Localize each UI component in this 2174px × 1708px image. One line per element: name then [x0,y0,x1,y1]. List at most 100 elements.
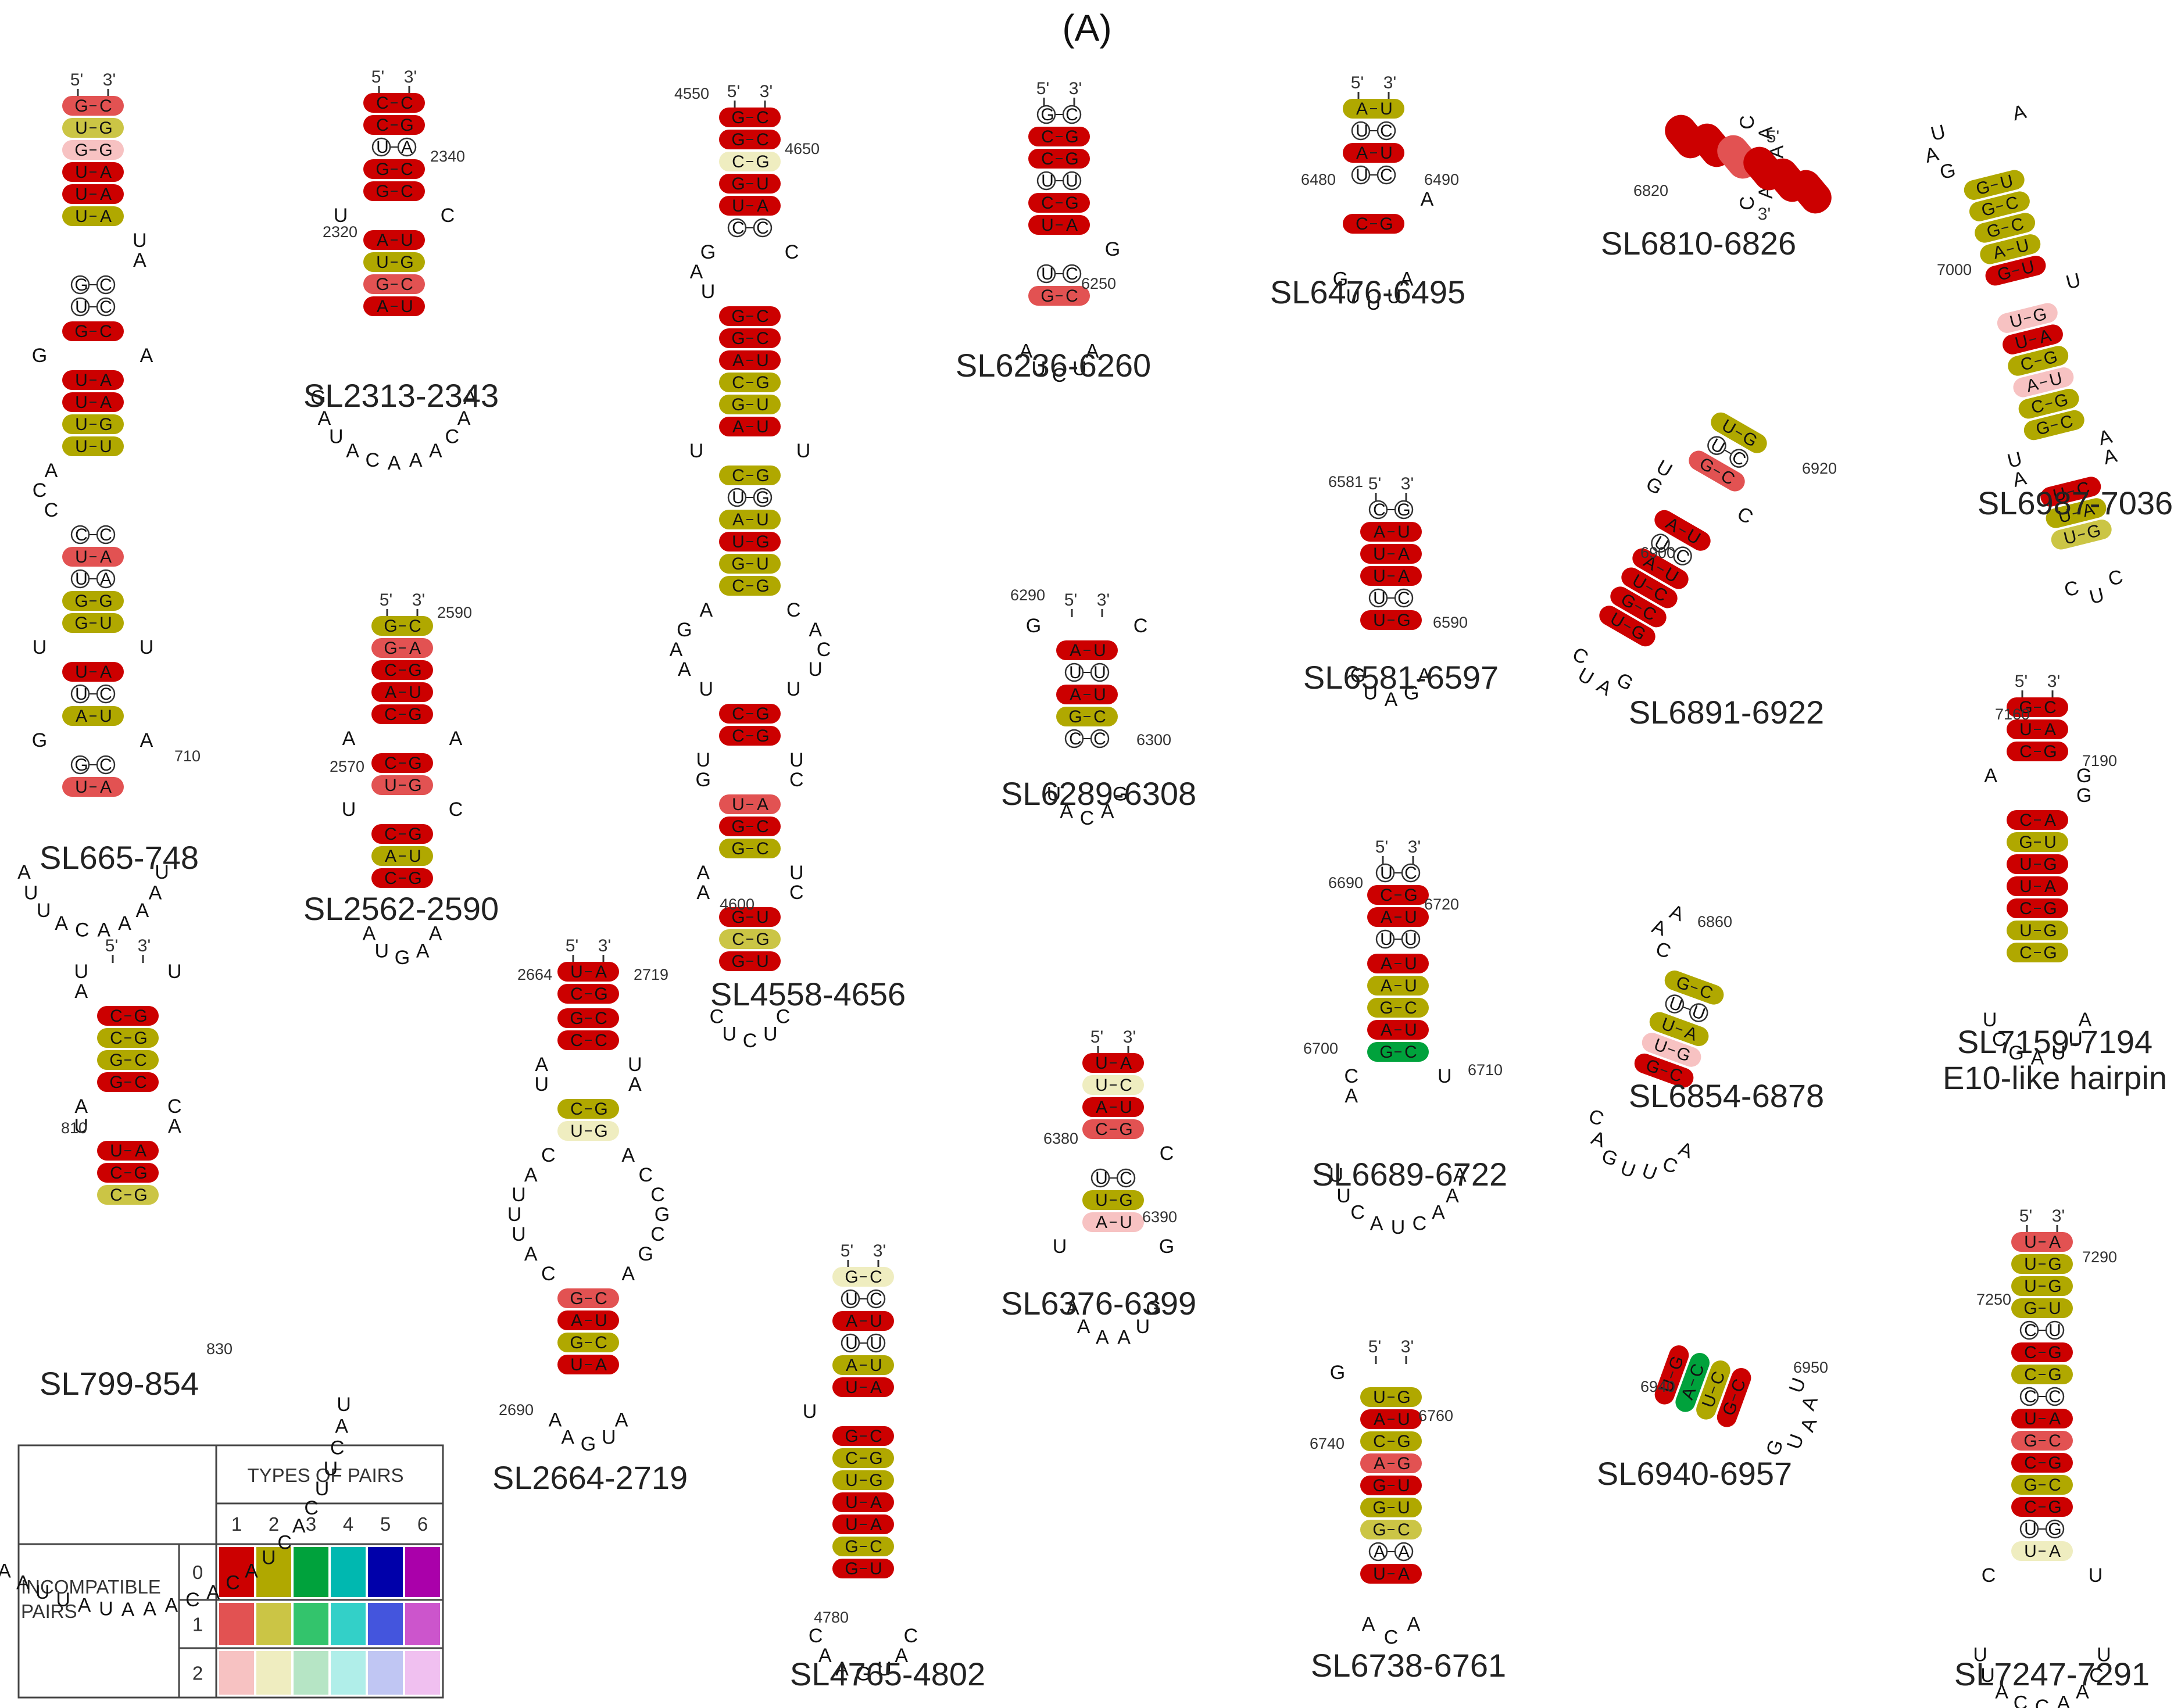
base-pair-left: C [1041,194,1054,213]
unpaired-base-circle [841,1289,860,1309]
base-pair-left: A [1374,1410,1385,1429]
unpaired-base-circle [1376,121,1396,141]
unpaired-base-circle [1368,500,1388,520]
base-pair-left: U [1095,1054,1108,1073]
position-number: 2719 [634,966,668,983]
legend-swatch [368,1603,403,1645]
legend-column-label: 5 [380,1513,391,1535]
unpaired-base: U [701,281,716,303]
base-pair-right: C [595,1009,607,1028]
base-pair-right: U [2048,1321,2061,1340]
base-pair-left: G [376,160,389,179]
loop-base: A [1077,1316,1090,1338]
loop-base: U [1783,1431,1808,1452]
loop-base: U [1983,1009,1997,1031]
loop-base: A [1066,1297,1079,1319]
structure-caption: SL4765-4802 [790,1656,985,1692]
base-pair-right: G [756,704,769,724]
unpaired-base: A [678,658,691,681]
five-prime-label: 5' [1036,79,1049,98]
pair-bond [1683,1007,1690,1011]
loop-base: C [1660,1152,1680,1178]
base-pair-left: C [110,1163,123,1183]
unpaired-base-circle [1064,729,1084,749]
five-prime-label: 5' [1064,590,1077,610]
base-pair-left: C [2019,811,2032,830]
loop-base: U [2097,1644,2111,1666]
three-prime-label: 3' [1401,1337,1414,1356]
structure-caption: SL799-854 [40,1365,199,1402]
base-pair-right: G [408,825,421,844]
legend-row-number: 1 [192,1614,203,1635]
base-pair-left: U [732,532,745,552]
loop-base: A [463,386,477,409]
base-pair-left: G [570,1009,583,1028]
unpaired-base: A [621,1144,635,1166]
unpaired-base: G [32,345,47,367]
loop-base: U [722,1023,736,1045]
legend-column-label: 4 [343,1513,353,1535]
unpaired-base: G [638,1243,653,1265]
base-pair-right: C [2044,698,2057,717]
base-pair-left: G [74,755,88,775]
loop-base: C [809,1625,823,1647]
base-pair-left: G [376,275,389,294]
three-prime-label: 3' [760,82,773,101]
base-pair-right: C [756,329,769,348]
base-pair-left: G [731,329,745,348]
unpaired-base: U [789,749,804,771]
unpaired-base: U [512,1184,526,1206]
unpaired-base: A [449,728,463,750]
pair-bond [1668,1048,1675,1052]
unpaired-base: A [524,1243,538,1265]
loop-base: A [1593,675,1616,700]
loop-base: A [1400,268,1414,291]
base-pair-left: U [2024,1520,2037,1539]
base-pair-right: G [134,1186,147,1205]
base-pair-left: C [732,930,745,949]
base-pair-right: U [409,683,421,702]
structure-sl2562: 5' 3'G CG AC GA UC GA AC GU GU CC GA UC GAAGUA2590257… [303,590,499,969]
unpaired-base: U [808,658,823,681]
loop-base: A [561,1427,574,1449]
unpaired-base: U [512,1223,526,1245]
unpaired-base-circle [70,525,90,545]
base-pair-right: U [1397,1476,1410,1495]
base-pair-left: A [76,707,87,726]
base-pair-right: A [595,1355,607,1374]
base-pair-left: C [732,373,745,392]
base-pair-right: G [1397,1454,1410,1473]
loop-base: A [335,1416,348,1438]
legend-swatch [219,1603,254,1645]
base-pair-left: C [376,116,389,135]
base-pair-right: U [756,554,769,574]
unpaired-base-circle [1351,165,1371,185]
unpaired-base: G [1159,1236,1174,1258]
pair-bond [2029,338,2037,341]
base-pair-left: C [1095,1120,1108,1139]
unpaired-base-circle [1036,264,1056,284]
base-pair-left: G [1040,105,1054,124]
base-pair-left: A [846,1356,857,1375]
loop-base: A [16,1571,30,1594]
base-pair-right: G [408,661,421,680]
loop-base: U [2051,1042,2066,1064]
loop-base: A [1797,1393,1822,1413]
base-pair-left: G [845,1559,858,1578]
unpaired-base-circle [1707,436,1726,455]
base-pair-left: C [1373,1432,1386,1451]
loop-base: A [121,1599,135,1621]
five-prime-label: 5' [371,67,384,87]
base-pair-right: A [757,795,768,814]
base-pair-left: G [845,1537,858,1556]
loop-base: G [1113,783,1128,805]
base-pair-right: U [756,395,769,414]
unpaired-base-circle [753,488,773,507]
base-pair-left: U [2019,720,2032,739]
unpaired-base: U [507,1204,522,1226]
base-pair-left: C [845,1449,858,1468]
loop-base: A [1432,1202,1445,1224]
